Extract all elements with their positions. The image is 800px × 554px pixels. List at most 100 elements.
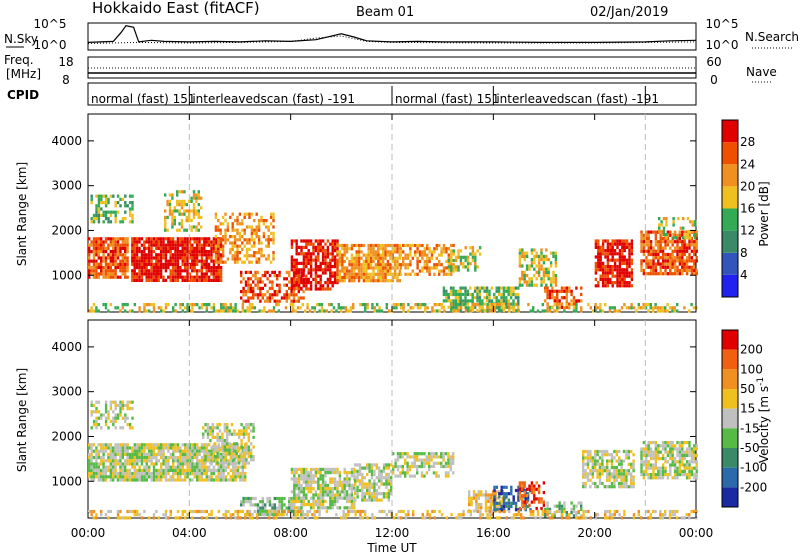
heatmap-cell bbox=[217, 219, 220, 223]
heatmap-cell bbox=[601, 284, 605, 288]
heatmap-cell bbox=[95, 259, 98, 263]
heatmap-cell bbox=[300, 474, 303, 478]
heatmap-cell bbox=[250, 254, 254, 258]
heatmap-cell bbox=[90, 217, 93, 221]
heatmap-cell bbox=[616, 258, 619, 262]
heatmap-cell bbox=[314, 255, 318, 259]
heatmap-cell bbox=[214, 212, 218, 216]
heatmap-cell bbox=[205, 449, 208, 453]
heatmap-cell bbox=[140, 456, 144, 460]
heatmap-cell bbox=[348, 279, 351, 283]
heatmap-cell bbox=[661, 236, 665, 241]
heatmap-cell bbox=[546, 292, 549, 297]
heatmap-cell bbox=[260, 254, 263, 258]
heatmap-cell bbox=[126, 303, 129, 307]
heatmap-cell bbox=[658, 226, 661, 230]
heatmap-cell bbox=[533, 274, 536, 278]
heatmap-cell bbox=[421, 250, 424, 254]
heatmap-cell bbox=[479, 309, 482, 313]
heatmap-cell bbox=[343, 253, 346, 257]
heatmap-cell bbox=[661, 309, 664, 313]
heatmap-cell bbox=[676, 265, 679, 269]
heatmap-cell bbox=[223, 423, 226, 427]
heatmap-cell bbox=[495, 501, 499, 505]
heatmap-cell bbox=[548, 507, 552, 511]
heatmap-cell bbox=[198, 278, 201, 282]
heatmap-cell bbox=[502, 289, 506, 293]
heatmap-cell bbox=[217, 468, 220, 472]
heatmap-cell bbox=[186, 246, 189, 250]
heatmap-cell bbox=[442, 266, 446, 270]
heatmap-cell bbox=[502, 308, 506, 313]
heatmap-cell bbox=[164, 256, 168, 260]
heatmap-cell bbox=[300, 296, 303, 300]
heatmap-cell bbox=[222, 456, 225, 460]
heatmap-cell bbox=[695, 259, 698, 263]
heatmap-cell bbox=[546, 289, 549, 293]
heatmap-cell bbox=[157, 468, 160, 472]
heatmap-cell bbox=[398, 243, 402, 248]
heatmap-cell bbox=[601, 239, 605, 243]
heatmap-cell bbox=[241, 306, 244, 310]
heatmap-cell bbox=[152, 240, 156, 244]
heatmap-cell bbox=[90, 197, 93, 201]
heatmap-cell bbox=[124, 472, 127, 476]
heatmap-cell bbox=[452, 452, 455, 456]
heatmap-cell bbox=[683, 262, 686, 266]
heatmap-cell bbox=[296, 306, 300, 310]
heatmap-cell bbox=[321, 268, 325, 272]
heatmap-cell bbox=[124, 309, 127, 313]
heatmap-cell bbox=[392, 303, 396, 307]
heatmap-cell bbox=[255, 225, 258, 229]
heatmap-cell bbox=[90, 449, 93, 453]
heatmap-cell bbox=[176, 243, 180, 247]
heatmap-cell bbox=[252, 293, 255, 297]
heatmap-cell bbox=[404, 243, 407, 248]
heatmap-cell bbox=[324, 490, 327, 494]
heatmap-cell bbox=[360, 250, 363, 254]
heatmap-cell bbox=[317, 467, 320, 471]
heatmap-cell bbox=[551, 289, 554, 293]
heatmap-cell bbox=[659, 268, 662, 273]
heatmap-cell bbox=[423, 266, 426, 270]
heatmap-cell bbox=[396, 455, 400, 459]
heatmap-cell bbox=[104, 240, 108, 244]
heatmap-cell bbox=[666, 233, 670, 237]
heatmap-cell bbox=[336, 259, 339, 264]
heatmap-cell bbox=[565, 514, 568, 518]
heatmap-cell bbox=[535, 497, 538, 501]
heatmap-cell bbox=[238, 222, 242, 226]
heatmap-cell bbox=[575, 504, 578, 508]
heatmap-cell bbox=[404, 452, 407, 456]
heatmap-cell bbox=[164, 222, 167, 226]
heatmap-cell bbox=[307, 487, 310, 491]
heatmap-cell bbox=[268, 512, 272, 517]
heatmap-cell bbox=[126, 478, 129, 482]
heatmap-cell bbox=[442, 455, 445, 459]
heatmap-cell bbox=[525, 280, 529, 284]
heatmap-cell bbox=[690, 249, 694, 253]
heatmap-cell bbox=[341, 490, 344, 494]
heatmap-cell bbox=[623, 255, 626, 259]
heatmap-cell bbox=[198, 237, 201, 241]
heatmap-cell bbox=[512, 306, 516, 310]
heatmap-cell bbox=[423, 464, 426, 469]
heatmap-cell bbox=[326, 261, 330, 265]
heatmap-cell bbox=[305, 252, 308, 256]
heatmap-cell bbox=[258, 309, 261, 313]
heatmap-cell bbox=[654, 249, 658, 253]
heatmap-cell bbox=[178, 199, 181, 203]
heatmap-cell bbox=[666, 256, 670, 260]
heatmap-cell bbox=[493, 501, 496, 505]
heatmap-cell bbox=[690, 256, 694, 260]
heatmap-cell bbox=[124, 237, 127, 241]
heatmap-cell bbox=[276, 293, 279, 297]
heatmap-cell bbox=[373, 495, 376, 499]
heatmap-cell bbox=[210, 253, 213, 257]
heatmap-cell bbox=[693, 272, 696, 276]
heatmap-cell bbox=[215, 309, 218, 313]
heatmap-cell bbox=[407, 309, 410, 313]
heatmap-cell bbox=[449, 292, 453, 297]
heatmap-cell bbox=[521, 487, 524, 491]
heatmap-cell bbox=[510, 492, 513, 496]
